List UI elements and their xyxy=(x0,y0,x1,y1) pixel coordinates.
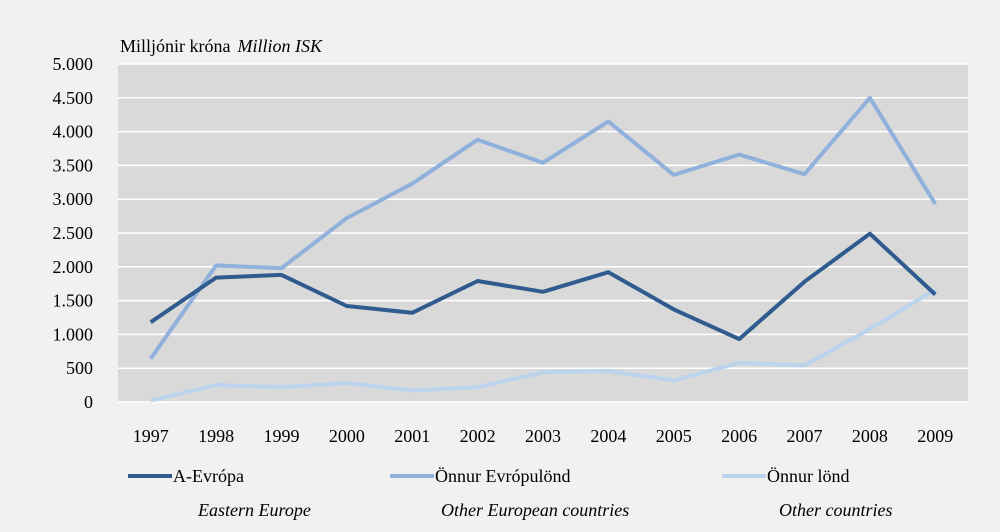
x-axis-ticks: 1997 1998 1999 2000 2001 2002 2003 2004 2005 2006… xyxy=(133,426,954,446)
legend: A-Evrópa Eastern Europe Önnur Evrópulönd Ot… xyxy=(128,466,892,520)
legend-label: Önnur Evrópulönd xyxy=(435,466,570,486)
x-tick-label: 2005 xyxy=(656,426,692,446)
x-tick-label: 2002 xyxy=(460,426,496,446)
gridlines xyxy=(118,63,968,403)
x-tick-label: 2003 xyxy=(525,426,561,446)
x-tick-label: 2006 xyxy=(721,426,757,446)
unit-label-en: Million ISK xyxy=(237,36,323,56)
legend-item: A-Evrópa Eastern Europe xyxy=(128,466,311,520)
legend-item: Önnur Evrópulönd Other European countries xyxy=(390,466,629,520)
y-tick-label: 1.500 xyxy=(53,291,94,311)
x-tick-label: 2009 xyxy=(917,426,953,446)
series-lines xyxy=(149,95,938,403)
y-tick-label: 0 xyxy=(84,392,93,412)
legend-label-en: Other European countries xyxy=(441,500,629,520)
x-tick-label: 1999 xyxy=(263,426,299,446)
series-line xyxy=(149,231,937,342)
y-tick-label: 500 xyxy=(66,358,93,378)
y-tick-label: 4.500 xyxy=(53,88,94,108)
y-tick-label: 2.000 xyxy=(53,257,94,277)
x-tick-label: 2000 xyxy=(329,426,365,446)
unit-label: Milljónir króna Million ISK xyxy=(120,36,323,56)
y-tick-label: 5.000 xyxy=(53,54,94,74)
y-axis-ticks: 0 500 1.000 1.500 2.000 2.500 3.000 3.500 4.000 4… xyxy=(53,54,94,412)
x-tick-label: 2004 xyxy=(590,426,626,446)
y-tick-label: 3.500 xyxy=(53,155,94,175)
unit-label-is: Milljónir króna xyxy=(120,36,231,56)
x-tick-label: 2008 xyxy=(852,426,888,446)
legend-label-en: Eastern Europe xyxy=(197,500,311,520)
y-tick-label: 3.000 xyxy=(53,189,94,209)
legend-label: Önnur lönd xyxy=(767,466,850,486)
x-tick-label: 2001 xyxy=(394,426,430,446)
series-line xyxy=(150,288,937,403)
y-tick-label: 4.000 xyxy=(53,122,94,142)
legend-item: Önnur lönd Other countries xyxy=(722,466,892,520)
x-tick-label: 1997 xyxy=(133,426,169,446)
y-tick-label: 2.500 xyxy=(53,223,94,243)
y-tick-label: 1.000 xyxy=(53,324,94,344)
x-tick-label: 1998 xyxy=(198,426,234,446)
series-line xyxy=(149,95,938,360)
x-tick-label: 2007 xyxy=(787,426,823,446)
legend-label: A-Evrópa xyxy=(173,466,244,486)
legend-label-en: Other countries xyxy=(779,500,892,520)
